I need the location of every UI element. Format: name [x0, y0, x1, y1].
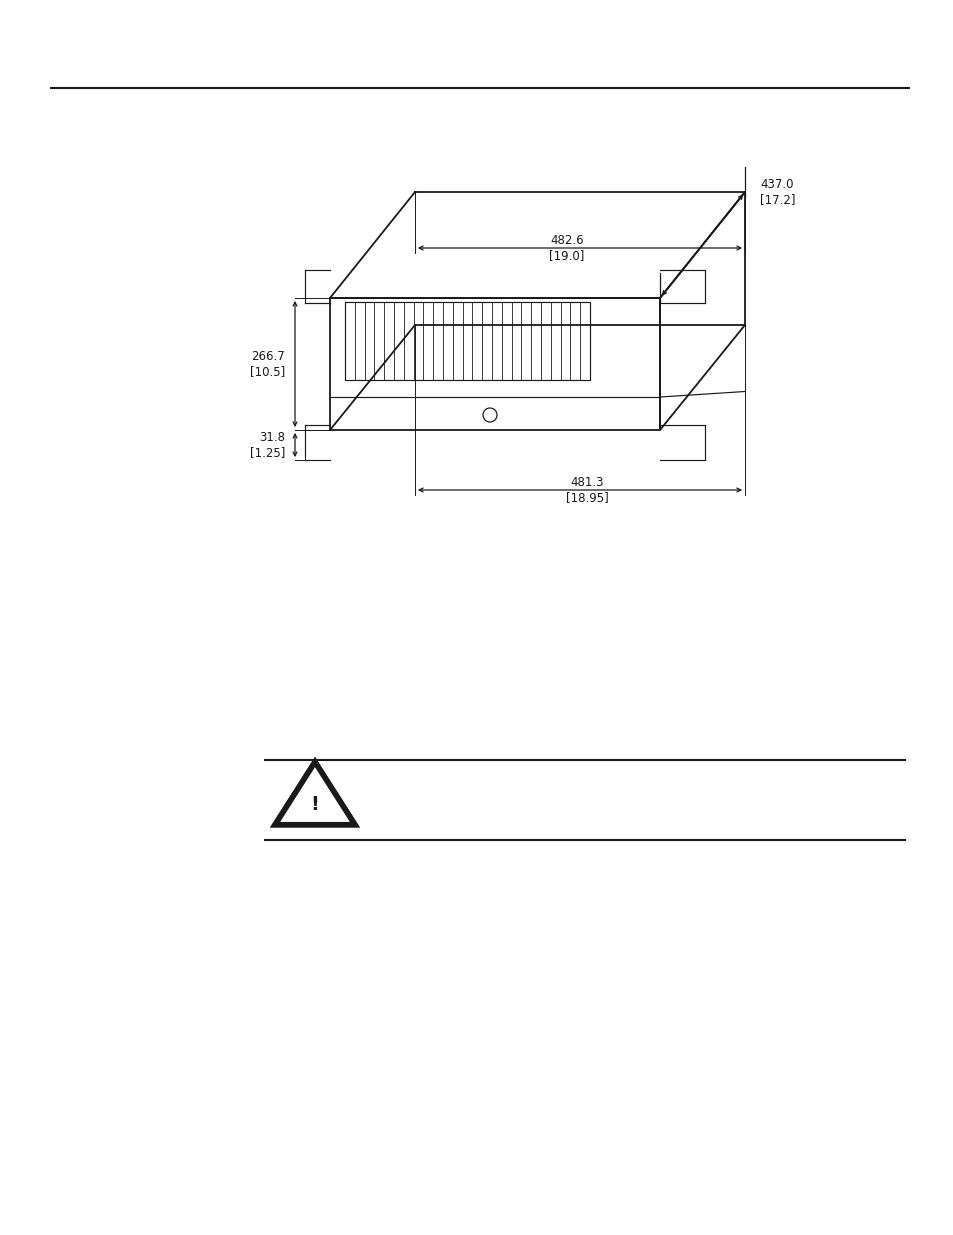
- Text: 266.7
[10.5]: 266.7 [10.5]: [250, 350, 285, 378]
- Text: !: !: [311, 795, 319, 815]
- Text: 481.3
[18.95]: 481.3 [18.95]: [565, 475, 608, 504]
- Polygon shape: [274, 762, 355, 825]
- Text: 437.0
[17.2]: 437.0 [17.2]: [760, 178, 795, 206]
- Text: 31.8
[1.25]: 31.8 [1.25]: [250, 431, 285, 459]
- Text: 482.6
[19.0]: 482.6 [19.0]: [549, 233, 584, 262]
